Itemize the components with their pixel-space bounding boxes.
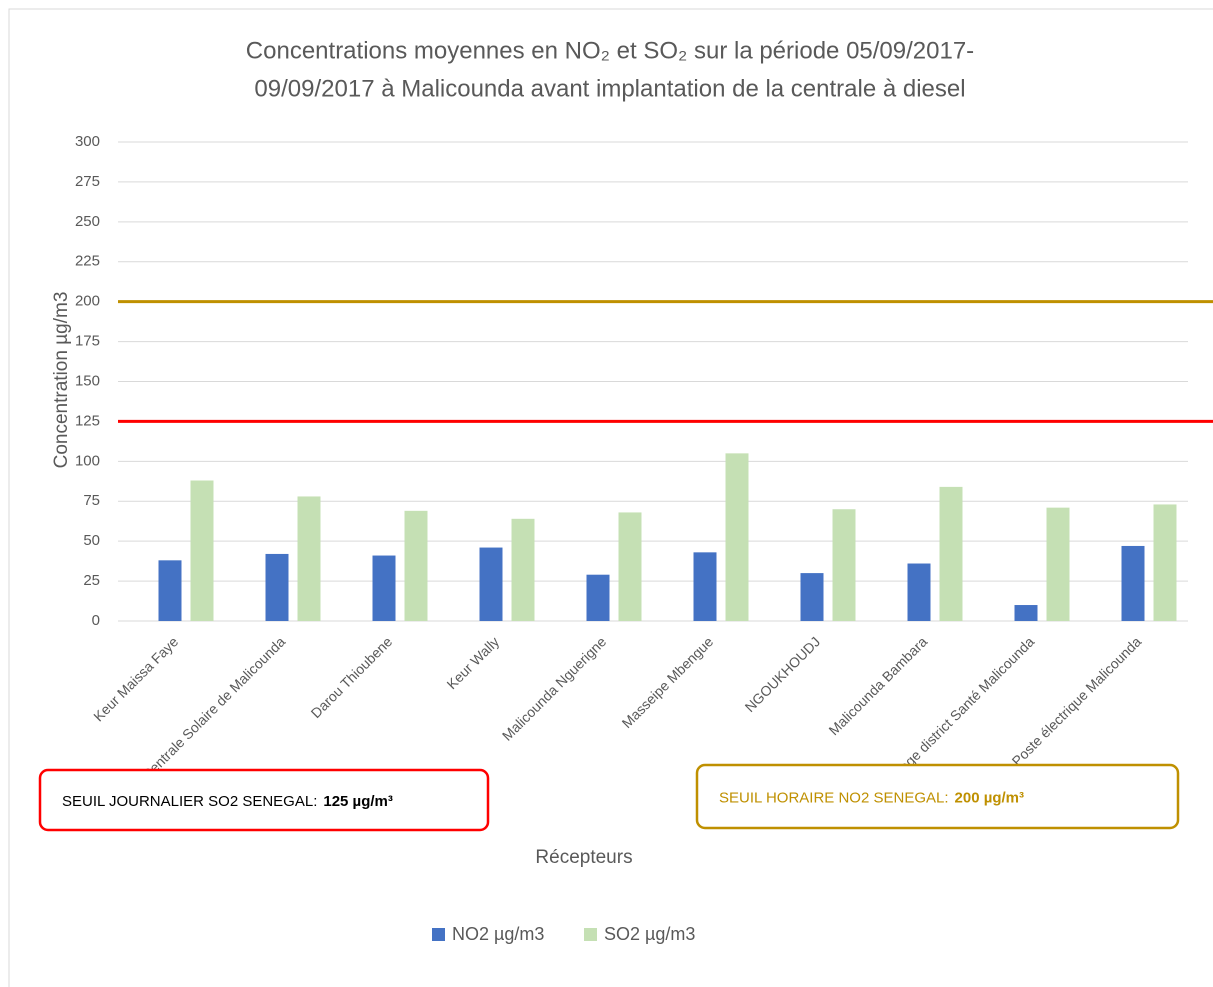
legend-swatch: [584, 928, 597, 941]
y-tick-label: 225: [75, 253, 100, 270]
y-tick-label: 175: [75, 333, 100, 350]
x-tick-label: Keur Maissa Faye: [90, 633, 181, 724]
x-axis-label: Récepteurs: [535, 847, 632, 868]
bar: [511, 518, 535, 621]
y-tick-label: 200: [75, 293, 100, 310]
legend-label: NO2 µg/m3: [452, 924, 544, 944]
x-tick-label: Keur Wally: [443, 633, 502, 692]
bar: [1153, 504, 1177, 621]
chart-title: Concentrations moyennes en NO₂ et SO₂ su…: [246, 37, 974, 64]
y-tick-label: 0: [92, 612, 100, 629]
bar: [1121, 545, 1145, 621]
bar: [1046, 507, 1070, 621]
bar: [800, 573, 824, 621]
y-tick-label: 300: [75, 133, 100, 150]
x-tick-label: Malicounda Bambara: [825, 633, 930, 738]
annotation-text: SEUIL JOURNALIER SO2 SENEGAL: 125 µg/m³: [62, 793, 393, 810]
bar: [725, 453, 749, 621]
legend-swatch: [432, 928, 445, 941]
bar: [1014, 605, 1038, 621]
bar: [404, 510, 428, 621]
annotation-box: [38, 768, 490, 832]
chart-border: [8, 8, 1213, 987]
y-tick-label: 25: [83, 572, 100, 589]
x-tick-label: NGOUKHOUDJ: [742, 633, 824, 715]
x-tick-label: Masseipe Mbengue: [619, 633, 717, 731]
annotation-text: SEUIL HORAIRE NO2 SENEGAL: 200 µg/m³: [719, 789, 1024, 806]
annotation-label: SEUIL HORAIRE NO2 SENEGAL:: [719, 789, 949, 806]
annotation-box: [695, 763, 1180, 830]
annotation-label: SEUIL JOURNALIER SO2 SENEGAL:: [62, 793, 317, 810]
bar: [479, 547, 503, 621]
bar: [190, 480, 214, 621]
bar: [265, 553, 289, 621]
y-tick-label: 150: [75, 372, 100, 389]
bar: [907, 563, 931, 621]
bar: [586, 574, 610, 621]
bar: [693, 552, 717, 621]
x-tick-label: Darou Thioubene: [308, 633, 396, 721]
annotation-value: 125 µg/m³: [323, 793, 393, 810]
y-tick-label: 125: [75, 412, 100, 429]
y-tick-label: 75: [83, 492, 100, 509]
y-tick-label: 50: [83, 532, 100, 549]
bar: [297, 496, 321, 621]
y-tick-label: 100: [75, 452, 100, 469]
y-axis-label: Concentration µg/m3: [51, 292, 72, 469]
bar: [832, 509, 856, 621]
bar: [618, 512, 642, 621]
x-tick-label: Poste électrique Malicounda: [1009, 633, 1145, 769]
bar: [939, 486, 963, 621]
bar: [158, 560, 182, 621]
x-tick-label: Malicounda Nguerigne: [499, 633, 610, 744]
legend-label: SO2 µg/m3: [604, 924, 695, 944]
bar: [372, 555, 396, 621]
chart-title: 09/09/2017 à Malicounda avant implantati…: [254, 75, 965, 102]
y-tick-label: 275: [75, 173, 100, 190]
y-tick-label: 250: [75, 213, 100, 230]
annotation-value: 200 µg/m³: [955, 789, 1025, 806]
